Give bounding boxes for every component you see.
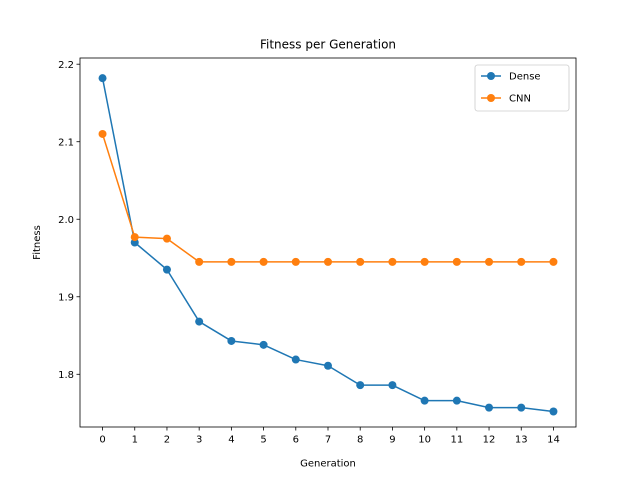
data-point-cnn — [356, 257, 365, 266]
data-point-cnn — [485, 257, 494, 266]
x-tick-label: 11 — [450, 435, 463, 446]
data-point-cnn — [324, 257, 332, 266]
data-point-dense — [98, 74, 107, 83]
x-tick-label: 12 — [483, 435, 496, 446]
legend: Dense CNN — [474, 64, 570, 112]
data-point-dense — [195, 317, 204, 326]
x-tick-label: 0 — [99, 435, 105, 446]
x-axis: 0 1 2 3 4 5 6 7 8 9 10 11 12 13 14 — [99, 427, 560, 446]
legend-label-cnn: CNN — [509, 94, 531, 105]
chart-title: Fitness per Generation — [260, 38, 396, 52]
y-tick-label: 1.8 — [58, 370, 74, 381]
y-tick-label: 2.1 — [58, 137, 74, 148]
data-point-cnn — [227, 257, 236, 266]
legend-marker-cnn — [487, 94, 495, 102]
data-point-cnn — [549, 257, 558, 266]
y-axis: 1.8 1.9 2.0 2.1 2.2 — [58, 60, 80, 381]
data-point-dense — [420, 396, 429, 405]
x-tick-label: 1 — [132, 435, 138, 446]
data-point-cnn — [291, 257, 300, 266]
legend-marker-dense — [487, 72, 495, 80]
data-point-dense — [291, 355, 300, 364]
data-point-dense — [356, 381, 365, 390]
data-point-dense — [452, 396, 461, 405]
data-point-cnn — [259, 257, 268, 266]
data-point-dense — [259, 340, 268, 349]
data-point-cnn — [130, 233, 139, 242]
x-tick-label: 3 — [196, 435, 202, 446]
x-tick-label: 7 — [325, 435, 331, 446]
data-point-dense — [549, 407, 558, 416]
data-point-cnn — [452, 257, 461, 266]
data-point-dense — [485, 403, 494, 412]
x-tick-label: 5 — [260, 435, 266, 446]
data-point-cnn — [98, 129, 107, 138]
data-point-dense — [388, 381, 397, 390]
data-point-dense — [227, 336, 236, 345]
x-tick-label: 9 — [389, 435, 395, 446]
x-tick-label: 8 — [357, 435, 363, 446]
x-tick-label: 4 — [228, 435, 234, 446]
series-line-dense — [101, 77, 555, 413]
x-tick-label: 14 — [547, 435, 560, 446]
axes-frame — [79, 57, 577, 428]
legend-label-dense: Dense — [509, 72, 541, 83]
y-tick-label: 1.9 — [58, 292, 74, 303]
x-axis-label: Generation — [300, 459, 356, 470]
y-axis-label: Fitness — [32, 225, 43, 260]
x-tick-label: 2 — [164, 435, 170, 446]
x-tick-label: 6 — [293, 435, 299, 446]
data-point-cnn — [195, 257, 204, 266]
y-tick-label: 2.2 — [58, 60, 74, 71]
data-point-cnn — [162, 234, 171, 243]
data-point-dense — [162, 265, 171, 274]
data-point-dense — [324, 361, 332, 370]
plot-area — [98, 74, 558, 416]
data-point-cnn — [517, 257, 526, 266]
data-point-cnn — [388, 257, 397, 266]
x-tick-label: 13 — [515, 435, 528, 446]
y-tick-label: 2.0 — [58, 215, 74, 226]
data-point-dense — [517, 403, 526, 412]
data-point-cnn — [420, 257, 429, 266]
x-tick-label: 10 — [418, 435, 431, 446]
series-line-cnn — [101, 133, 555, 263]
